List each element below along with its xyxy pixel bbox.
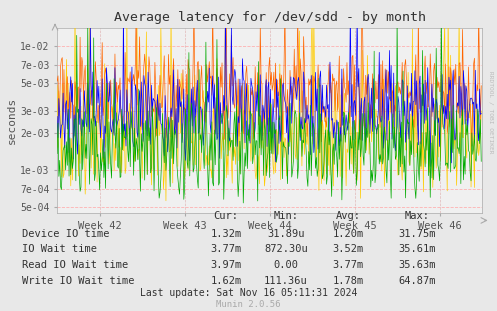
Text: 31.75m: 31.75m xyxy=(399,229,436,239)
Text: 3.77m: 3.77m xyxy=(211,244,242,254)
Text: 1.32m: 1.32m xyxy=(211,229,242,239)
Text: 64.87m: 64.87m xyxy=(399,276,436,285)
Text: 31.89u: 31.89u xyxy=(267,229,305,239)
Text: 1.78m: 1.78m xyxy=(332,276,363,285)
Text: 35.63m: 35.63m xyxy=(399,260,436,270)
Text: Avg:: Avg: xyxy=(335,211,360,221)
Text: 111.36u: 111.36u xyxy=(264,276,308,285)
Text: Cur:: Cur: xyxy=(214,211,239,221)
Text: RRDTOOL / TOBI OETIKER: RRDTOOL / TOBI OETIKER xyxy=(489,71,494,153)
Text: Device IO time: Device IO time xyxy=(22,229,110,239)
Text: 1.20m: 1.20m xyxy=(332,229,363,239)
Title: Average latency for /dev/sdd - by month: Average latency for /dev/sdd - by month xyxy=(114,11,425,24)
Text: 35.61m: 35.61m xyxy=(399,244,436,254)
Text: 1.62m: 1.62m xyxy=(211,276,242,285)
Text: IO Wait time: IO Wait time xyxy=(22,244,97,254)
Text: Munin 2.0.56: Munin 2.0.56 xyxy=(216,300,281,309)
Text: 3.97m: 3.97m xyxy=(211,260,242,270)
Text: 3.52m: 3.52m xyxy=(332,244,363,254)
Text: Max:: Max: xyxy=(405,211,430,221)
Text: 0.00: 0.00 xyxy=(273,260,298,270)
Text: 872.30u: 872.30u xyxy=(264,244,308,254)
Text: 3.77m: 3.77m xyxy=(332,260,363,270)
Text: Write IO Wait time: Write IO Wait time xyxy=(22,276,135,285)
Text: Read IO Wait time: Read IO Wait time xyxy=(22,260,129,270)
Y-axis label: seconds: seconds xyxy=(7,97,17,144)
Text: Min:: Min: xyxy=(273,211,298,221)
Text: Last update: Sat Nov 16 05:11:31 2024: Last update: Sat Nov 16 05:11:31 2024 xyxy=(140,288,357,298)
